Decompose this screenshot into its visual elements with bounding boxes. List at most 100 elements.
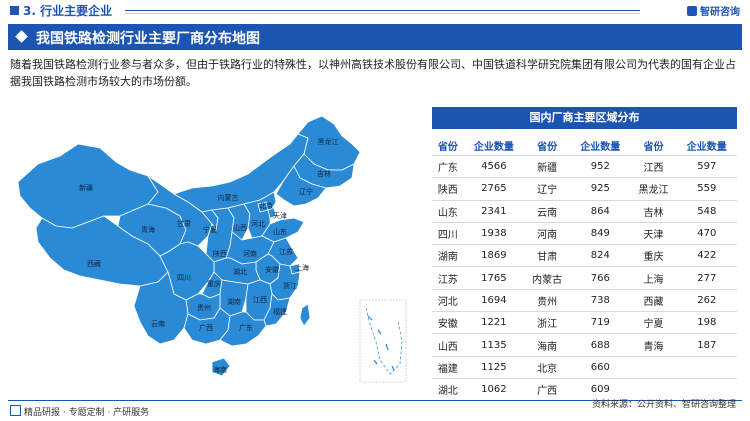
footer-left-text: 精品研报 · 专题定制 · 产研服务 xyxy=(24,408,150,418)
map-label: 海南 xyxy=(213,365,227,374)
map-label: 黑龙江 xyxy=(318,137,339,146)
map-label: 山西 xyxy=(233,223,247,232)
table-cell: 1125 xyxy=(463,356,525,379)
top-divider-thin xyxy=(125,13,640,14)
table-header-row: 省份 企业数量 省份 企业数量 省份 企业数量 xyxy=(432,135,737,156)
table-cell: 925 xyxy=(570,177,631,201)
table-cell: 688 xyxy=(570,333,631,357)
top-bar: 3. 行业主要企业 智研咨询 xyxy=(0,0,750,18)
map-label: 甘肃 xyxy=(177,219,191,228)
table-cell: 海南 xyxy=(524,333,571,357)
map-label: 河南 xyxy=(243,249,257,258)
table-cell: 青海 xyxy=(630,333,677,357)
map-label: 云南 xyxy=(151,319,165,328)
table-cell: 1135 xyxy=(463,333,525,357)
table-cell: 422 xyxy=(676,244,737,268)
table-cell: 559 xyxy=(676,177,737,201)
table-row: 福建 1125 北京 660 xyxy=(432,356,737,379)
table-cell: 1221 xyxy=(463,311,525,335)
table-cell: 952 xyxy=(570,155,631,179)
table-row: 江苏 1765 内蒙古 766 上海 277 xyxy=(432,266,737,290)
title-banner: 我国铁路检测行业主要厂商分布地图 xyxy=(8,24,742,50)
table-header-cell: 企业数量 xyxy=(676,135,737,156)
map-label: 湖南 xyxy=(227,297,241,306)
table-cell: 内蒙古 xyxy=(524,266,571,290)
table-row: 湖北 1062 广西 609 xyxy=(432,378,737,402)
table-row: 四川 1938 河南 849 天津 470 xyxy=(432,222,737,246)
south-sea-islands xyxy=(367,315,395,371)
map-label: 辽宁 xyxy=(299,187,313,196)
table-cell: 719 xyxy=(570,311,631,335)
table-cell: 198 xyxy=(676,311,737,335)
table-cell: 江苏 xyxy=(432,266,464,290)
table-cell: 四川 xyxy=(432,222,464,246)
table-cell: 738 xyxy=(570,289,631,313)
table-header-cell: 企业数量 xyxy=(463,135,525,156)
map-label: 宁夏 xyxy=(203,225,217,234)
province-fujian xyxy=(263,293,291,327)
province-guangdong xyxy=(219,311,267,347)
table-cell: 浙江 xyxy=(524,311,571,335)
map-label: 安徽 xyxy=(265,265,279,274)
map-label: 广东 xyxy=(239,323,253,332)
description: 随着我国铁路检测行业参与者众多，但由于铁路行业的特殊性，以神州高铁技术股份有限公… xyxy=(10,58,736,88)
section-square-icon xyxy=(10,6,19,15)
map-label: 江西 xyxy=(253,296,267,304)
map-label: 浙江 xyxy=(283,281,297,290)
table-row: 湖南 1869 甘肃 824 重庆 422 xyxy=(432,244,737,268)
table-cell: 西藏 xyxy=(630,289,677,313)
footer-left: 精品研报 · 专题定制 · 产研服务 xyxy=(10,405,149,418)
logo-text: 智研咨询 xyxy=(700,7,740,18)
table-cell: 山西 xyxy=(432,333,464,357)
footer-divider xyxy=(8,400,742,401)
province-shapes xyxy=(17,115,361,377)
table-cell: 上海 xyxy=(630,266,677,290)
table-header-cell: 省份 xyxy=(630,135,677,156)
map-label: 上海 xyxy=(295,263,309,272)
source-note: 资料来源：公开资料、智研咨询整理 xyxy=(591,400,736,410)
region-table: 省份 企业数量 省份 企业数量 省份 企业数量 广东 4566 新疆 952 江西 597 陕西 276… xyxy=(432,135,737,402)
table-cell: 766 xyxy=(570,266,631,290)
table-cell: 云南 xyxy=(524,200,571,223)
table-cell: 277 xyxy=(676,266,737,290)
panel-title: 国内厂商主要区域分布 xyxy=(432,107,737,129)
region-panel: 国内厂商主要区域分布 省份 企业数量 省份 企业数量 省份 企业数量 广东 4566 新疆 95… xyxy=(432,107,737,402)
table-cell: 1938 xyxy=(463,222,525,246)
map-label: 北京 xyxy=(259,201,273,210)
table-cell: 吉林 xyxy=(630,200,677,223)
south-sea-boundary xyxy=(365,307,403,375)
table-cell: 江西 xyxy=(630,155,677,179)
map-label: 四川 xyxy=(177,274,191,282)
table-cell: 甘肃 xyxy=(524,244,571,268)
table-cell: 2765 xyxy=(463,177,525,201)
south-sea-inset xyxy=(359,299,407,383)
province-taiwan xyxy=(299,303,311,327)
table-header-cell: 省份 xyxy=(432,135,464,156)
report-icon xyxy=(10,405,21,416)
table-cell: 1765 xyxy=(463,266,525,290)
table-cell: 河南 xyxy=(524,222,571,246)
province-liaoning xyxy=(275,165,327,207)
diamond-icon xyxy=(15,30,28,43)
table-cell: 辽宁 xyxy=(524,177,571,201)
table-cell: 陕西 xyxy=(432,177,464,201)
table-cell: 黑龙江 xyxy=(630,177,677,201)
table-cell: 849 xyxy=(570,222,631,246)
table-cell: 1694 xyxy=(463,289,525,313)
table-cell: 湖北 xyxy=(432,378,464,402)
table-cell: 660 xyxy=(570,356,631,379)
section-title-text: 3. 行业主要企业 xyxy=(23,4,113,18)
province-hainan xyxy=(211,357,231,377)
map-label: 广西 xyxy=(199,323,213,332)
province-tianjin xyxy=(267,207,277,219)
map-label: 福建 xyxy=(273,307,287,316)
table-cell: 262 xyxy=(676,289,737,313)
table-header-cell: 企业数量 xyxy=(570,135,631,156)
map-label: 内蒙古 xyxy=(218,193,239,202)
map-label: 江苏 xyxy=(279,247,293,256)
table-row: 广东 4566 新疆 952 江西 597 xyxy=(432,155,737,179)
table-cell: 1869 xyxy=(463,244,525,268)
table-cell: 山东 xyxy=(432,200,464,223)
table-cell xyxy=(630,356,677,379)
